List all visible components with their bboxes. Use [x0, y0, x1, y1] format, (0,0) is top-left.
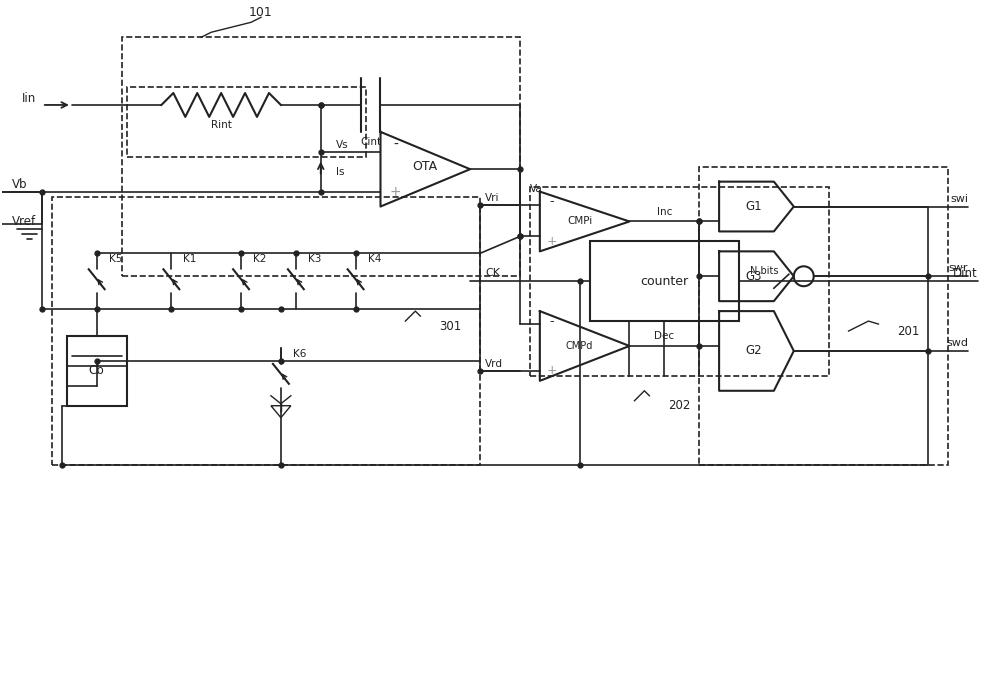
Text: K5: K5	[109, 254, 122, 264]
Text: CK: CK	[485, 268, 500, 279]
Text: G3: G3	[746, 270, 762, 283]
Text: Cb: Cb	[89, 364, 105, 377]
Bar	[127, 87, 366, 157]
Text: counter: counter	[640, 274, 688, 288]
Text: +: +	[546, 364, 557, 377]
Text: 201: 201	[897, 324, 920, 337]
Text: Vs: Vs	[336, 140, 348, 150]
Text: +: +	[546, 235, 557, 248]
Text: K6: K6	[293, 349, 306, 359]
Text: -: -	[393, 138, 398, 152]
Bar	[590, 241, 739, 321]
Text: K1: K1	[183, 254, 197, 264]
Text: Inc: Inc	[657, 207, 672, 216]
Text: G1: G1	[746, 200, 762, 213]
Text: N bits: N bits	[750, 266, 778, 276]
Text: Va: Va	[530, 184, 543, 193]
Text: Is: Is	[336, 167, 344, 176]
Text: CMPd: CMPd	[566, 341, 593, 351]
Text: G2: G2	[746, 345, 762, 358]
Text: Rint: Rint	[211, 120, 232, 130]
Text: Vref: Vref	[12, 215, 36, 228]
Bar	[530, 187, 829, 376]
Text: Iin: Iin	[22, 93, 36, 105]
Bar	[122, 37, 520, 276]
Text: +: +	[390, 185, 401, 199]
Text: OTA: OTA	[413, 160, 438, 173]
Text: Dint: Dint	[953, 267, 978, 280]
Text: CMPi: CMPi	[567, 216, 592, 226]
Bar	[699, 167, 948, 466]
Text: -: -	[550, 195, 554, 208]
Bar	[67, 336, 127, 406]
Text: 301: 301	[439, 320, 461, 333]
Text: -: -	[550, 314, 554, 328]
Text: swr: swr	[949, 263, 968, 273]
Bar	[52, 197, 480, 466]
Text: Cint: Cint	[360, 137, 381, 147]
Text: Vrd: Vrd	[485, 359, 503, 369]
Text: K2: K2	[253, 254, 266, 264]
Text: Dec: Dec	[654, 331, 674, 341]
Text: swd: swd	[946, 338, 968, 348]
Text: Vb: Vb	[12, 178, 28, 191]
Text: 101: 101	[249, 6, 273, 19]
Text: swi: swi	[950, 193, 968, 203]
Text: K3: K3	[308, 254, 321, 264]
Text: K4: K4	[368, 254, 381, 264]
Text: Vri: Vri	[485, 193, 500, 203]
Text: 202: 202	[668, 400, 690, 412]
